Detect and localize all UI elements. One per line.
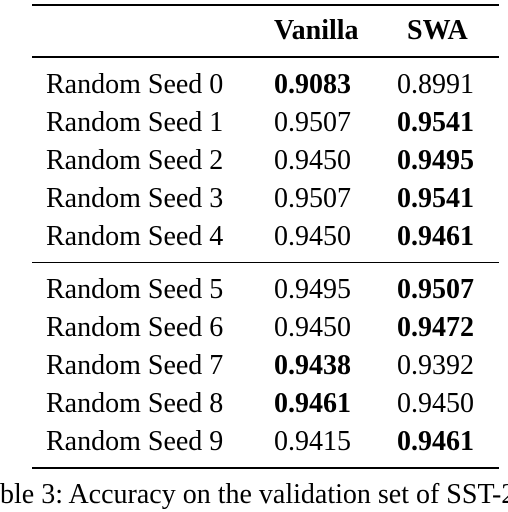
group-2: Random Seed 5 0.9495 0.9507 Random Seed 6 0.… xyxy=(32,271,499,461)
table-row: Random Seed 6 0.9450 0.9472 xyxy=(32,309,499,347)
table-row: Random Seed 5 0.9495 0.9507 xyxy=(32,271,499,309)
table-caption: ble 3: Accuracy on the validation set of… xyxy=(0,479,508,510)
vanilla-value: 0.9507 xyxy=(274,182,351,214)
vanilla-value: 0.9461 xyxy=(274,388,351,419)
vanilla-value: 0.9415 xyxy=(274,426,351,457)
table-row: Random Seed 1 0.9507 0.9541 xyxy=(32,104,499,142)
table-row: Random Seed 7 0.9438 0.9392 xyxy=(32,347,499,385)
table-row: Random Seed 9 0.9415 0.9461 xyxy=(32,423,499,461)
swa-value: 0.9450 xyxy=(397,388,474,419)
group-1: Random Seed 0 0.9083 0.8991 Random Seed 1 0.… xyxy=(32,66,499,256)
vanilla-value: 0.9450 xyxy=(274,220,351,252)
results-table-body: Vanilla SWA xyxy=(32,6,499,56)
swa-value: 0.8991 xyxy=(397,68,474,100)
header-vanilla: Vanilla xyxy=(274,15,359,46)
swa-value: 0.9461 xyxy=(397,220,474,252)
header-row: Vanilla SWA xyxy=(32,6,499,56)
row-label: Random Seed 2 xyxy=(46,144,224,176)
table-row: Random Seed 2 0.9450 0.9495 xyxy=(32,142,499,180)
row-label: Random Seed 8 xyxy=(46,388,224,419)
top-rule xyxy=(32,4,499,6)
bottom-rule xyxy=(32,467,499,469)
table-row: Random Seed 4 0.9450 0.9461 xyxy=(32,218,499,256)
swa-value: 0.9507 xyxy=(397,274,474,305)
row-label: Random Seed 9 xyxy=(46,426,224,457)
vanilla-value: 0.9450 xyxy=(274,312,351,343)
swa-value: 0.9495 xyxy=(397,144,474,176)
row-label: Random Seed 0 xyxy=(46,68,224,100)
mid-rule xyxy=(32,261,499,263)
header-empty xyxy=(32,6,272,56)
row-label: Random Seed 6 xyxy=(46,312,224,343)
swa-value: 0.9541 xyxy=(397,106,474,138)
vanilla-value: 0.9450 xyxy=(274,144,351,176)
swa-value: 0.9461 xyxy=(397,426,474,457)
vanilla-value: 0.9507 xyxy=(274,106,351,138)
table-row: Random Seed 0 0.9083 0.8991 xyxy=(32,66,499,104)
header-rule xyxy=(32,56,499,58)
vanilla-value: 0.9083 xyxy=(274,68,351,100)
table-row: Random Seed 8 0.9461 0.9450 xyxy=(32,385,499,423)
swa-value: 0.9472 xyxy=(397,312,474,343)
row-label: Random Seed 7 xyxy=(46,350,224,381)
row-label: Random Seed 1 xyxy=(46,106,224,138)
row-label: Random Seed 4 xyxy=(46,220,224,252)
row-label: Random Seed 5 xyxy=(46,274,224,305)
row-label: Random Seed 3 xyxy=(46,182,224,214)
swa-value: 0.9541 xyxy=(397,182,474,214)
results-table: Vanilla SWA Random Seed 0 0.9083 0.8991 Ran… xyxy=(32,4,499,469)
vanilla-value: 0.9438 xyxy=(274,350,351,381)
swa-value: 0.9392 xyxy=(397,350,474,381)
table-row: Random Seed 3 0.9507 0.9541 xyxy=(32,180,499,218)
header-swa: SWA xyxy=(407,15,468,46)
vanilla-value: 0.9495 xyxy=(274,274,351,305)
